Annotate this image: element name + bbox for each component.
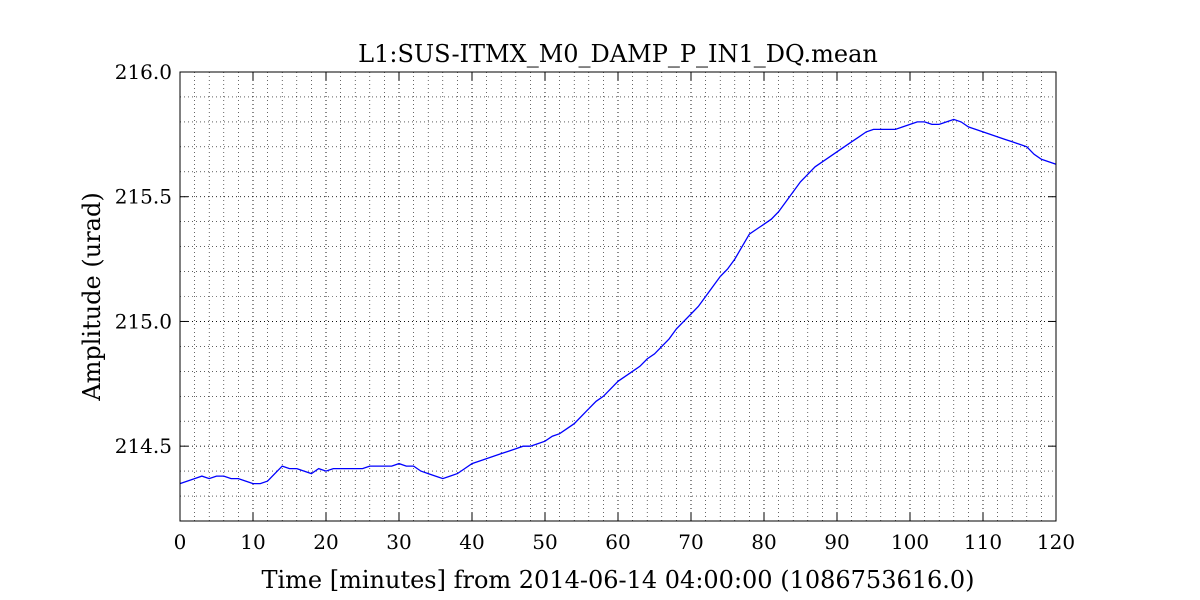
tick-labels: 0 10 20 30 40 50 60 70 80 90 100 110 120 214.5 215.0 21… (115, 60, 1075, 554)
x-tick-label: 20 (313, 530, 338, 554)
x-tick-label: 80 (751, 530, 776, 554)
x-tick-label: 100 (891, 530, 929, 554)
chart-title: L1:SUS-ITMX_M0_DAMP_P_IN1_DQ.mean (358, 40, 878, 68)
x-tick-label: 90 (824, 530, 849, 554)
x-tick-label: 70 (678, 530, 703, 554)
tick-marks (179, 71, 1057, 521)
x-tick-label: 50 (532, 530, 557, 554)
x-tick-label: 120 (1037, 530, 1075, 554)
y-tick-label: 215.5 (115, 185, 172, 209)
x-tick-label: 30 (386, 530, 411, 554)
grid (179, 71, 1057, 521)
series-line-layer (179, 118, 1057, 485)
x-tick-label: 10 (240, 530, 265, 554)
x-axis-label: Time [minutes] from 2014-06-14 04:00:00 … (261, 566, 974, 594)
series-line (179, 118, 1057, 485)
x-tick-label: 60 (605, 530, 630, 554)
y-axis-label: Amplitude (urad) (78, 192, 106, 401)
y-tick-label: 216.0 (115, 60, 172, 84)
x-tick-label: 110 (964, 530, 1002, 554)
y-tick-label: 214.5 (115, 434, 172, 458)
x-tick-label: 0 (174, 530, 187, 554)
x-tick-label: 40 (459, 530, 484, 554)
y-tick-label: 215.0 (115, 309, 172, 333)
